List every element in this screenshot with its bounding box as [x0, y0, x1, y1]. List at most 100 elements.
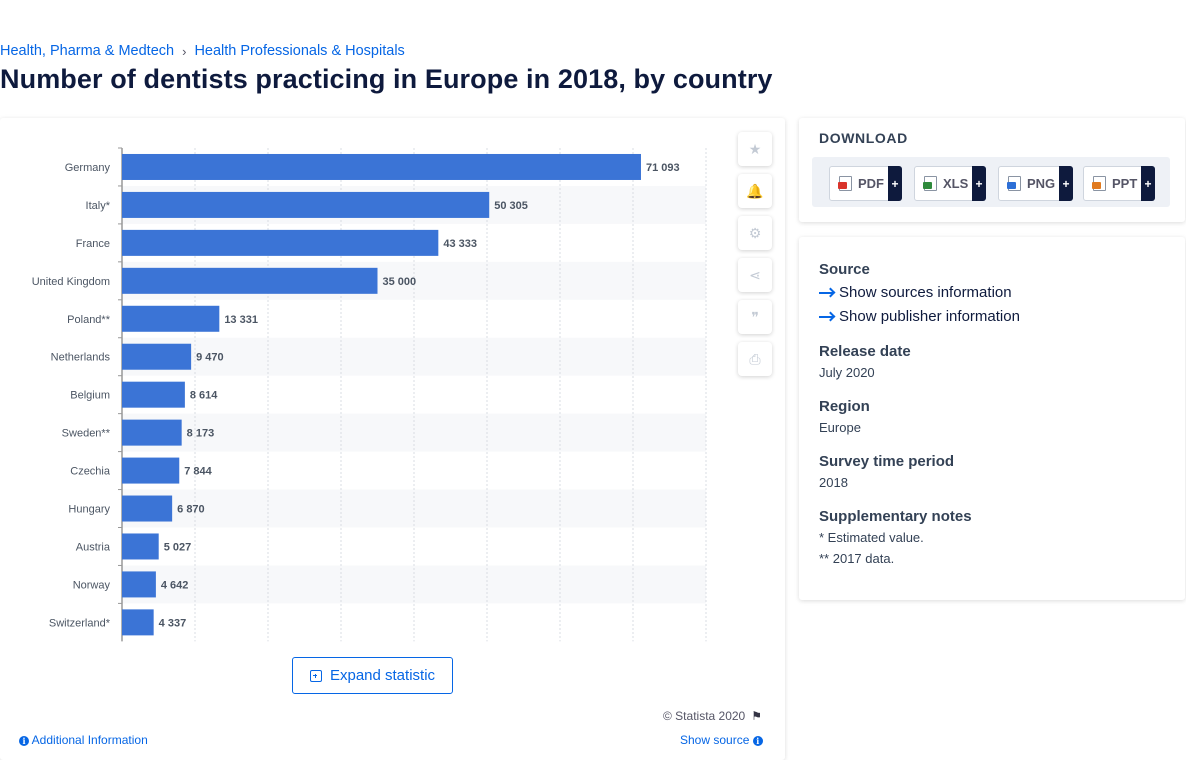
data-label: 7 844	[184, 466, 212, 478]
category-label: United Kingdom	[32, 276, 110, 288]
info-icon: i	[19, 736, 29, 746]
breadcrumb-link-health-professionals[interactable]: Health Professionals & Hospitals	[194, 43, 405, 59]
xls-badge	[923, 182, 932, 189]
arrow-right-icon	[819, 291, 833, 294]
quote-icon: ❞	[751, 308, 759, 325]
arrow-right-icon	[819, 315, 833, 318]
download-xls-label: XLS	[943, 176, 969, 191]
expand-statistic-button[interactable]: Expand statistic	[292, 657, 453, 694]
notification-button[interactable]: 🔔	[738, 174, 772, 208]
download-xls-button[interactable]: XLS +	[914, 166, 986, 201]
release-date-value: July 2020	[819, 365, 875, 380]
data-label: 8 173	[187, 428, 215, 440]
data-label: 13 331	[224, 314, 258, 326]
bar	[122, 343, 192, 370]
category-label: Norway	[73, 579, 111, 591]
chart-card: Germany 71 093 Italy* 50 305 France 43 333 Uni…	[0, 118, 785, 760]
download-pdf-button[interactable]: PDF +	[829, 166, 902, 201]
download-pdf-plus[interactable]: +	[888, 166, 902, 201]
star-icon: ★	[748, 140, 762, 157]
release-date-heading: Release date	[819, 343, 911, 360]
ppt-file-icon	[1092, 176, 1106, 191]
show-source-label: Show source	[680, 733, 750, 747]
copyright: © Statista 2020 ⚑	[663, 709, 762, 723]
category-label: Czechia	[70, 466, 111, 478]
download-title: DOWNLOAD	[819, 130, 908, 146]
bar	[122, 191, 490, 218]
xls-file-icon	[923, 176, 937, 191]
show-publisher-label: Show publisher information	[839, 308, 1020, 325]
bar	[122, 381, 185, 408]
bar	[122, 153, 641, 180]
category-label: Sweden**	[62, 428, 111, 440]
show-sources-link[interactable]: Show sources information	[819, 284, 1012, 301]
share-icon: ⋖	[749, 266, 761, 283]
region-heading: Region	[819, 398, 870, 415]
download-button-row: PDF + XLS + PNG + PPT +	[812, 157, 1170, 207]
category-label: Germany	[65, 162, 111, 174]
breadcrumb: Health, Pharma & Medtech › Health Profes…	[0, 43, 405, 59]
download-ppt-label: PPT	[1112, 176, 1138, 191]
share-button[interactable]: ⋖	[738, 258, 772, 292]
category-label: Austria	[76, 541, 111, 553]
bar	[122, 305, 220, 332]
gear-icon: ⚙	[748, 224, 762, 241]
data-label: 71 093	[646, 162, 680, 174]
additional-information-link[interactable]: i Additional Information	[19, 733, 148, 747]
info-icon: i	[752, 736, 763, 746]
supplementary-note: ** 2017 data.	[819, 551, 895, 566]
bar	[122, 571, 156, 598]
data-label: 4 337	[159, 617, 187, 629]
show-sources-label: Show sources information	[839, 284, 1012, 301]
ppt-badge	[1092, 182, 1101, 189]
png-badge	[1007, 182, 1016, 189]
data-label: 9 470	[196, 352, 224, 364]
show-source-link[interactable]: Show source i	[680, 733, 763, 747]
data-label: 4 642	[161, 579, 189, 591]
category-label: France	[76, 238, 110, 250]
bar	[122, 457, 180, 484]
category-label: Netherlands	[51, 352, 111, 364]
png-file-icon	[1007, 176, 1021, 191]
print-icon: ⎙	[749, 350, 761, 367]
data-label: 5 027	[164, 541, 192, 553]
statistic-info-panel: Source Show sources information Show pub…	[799, 237, 1185, 600]
download-ppt-plus[interactable]: +	[1141, 166, 1155, 201]
cite-button[interactable]: ❞	[738, 300, 772, 334]
download-png-button[interactable]: PNG +	[998, 166, 1073, 201]
survey-period-heading: Survey time period	[819, 453, 955, 470]
download-xls-plus[interactable]: +	[972, 166, 986, 201]
download-panel: DOWNLOAD PDF + XLS + PNG + PPT +	[799, 118, 1185, 222]
settings-button[interactable]: ⚙	[738, 216, 772, 250]
breadcrumb-link-health-pharma[interactable]: Health, Pharma & Medtech	[0, 43, 175, 59]
bell-icon: 🔔	[746, 182, 764, 199]
flag-icon[interactable]: ⚑	[751, 709, 762, 723]
expand-icon	[309, 669, 322, 682]
expand-statistic-label: Expand statistic	[329, 667, 436, 684]
category-label: Poland**	[67, 314, 111, 326]
supplementary-note: * Estimated value.	[819, 530, 924, 545]
download-ppt-button[interactable]: PPT +	[1083, 166, 1155, 201]
bar	[122, 229, 439, 256]
bar-chart: Germany 71 093 Italy* 50 305 France 43 333 Uni…	[32, 147, 707, 642]
region-value: Europe	[819, 420, 861, 435]
data-label: 8 614	[190, 390, 218, 402]
additional-information-label: Additional Information	[31, 733, 148, 747]
bar	[122, 419, 182, 446]
source-heading: Source	[819, 261, 870, 278]
supplementary-notes-heading: Supplementary notes	[819, 508, 972, 525]
category-label: Hungary	[68, 504, 110, 516]
favorite-button[interactable]: ★	[738, 132, 772, 166]
page-title: Number of dentists practicing in Europe …	[0, 64, 773, 94]
copyright-text: © Statista 2020	[663, 709, 746, 723]
data-label: 50 305	[494, 200, 528, 212]
print-button[interactable]: ⎙	[738, 342, 772, 376]
download-pdf-label: PDF	[858, 176, 884, 191]
show-publisher-link[interactable]: Show publisher information	[819, 308, 1020, 325]
data-label: 6 870	[177, 504, 205, 516]
bar	[122, 267, 378, 294]
download-png-label: PNG	[1027, 176, 1056, 191]
category-label: Italy*	[86, 200, 111, 212]
download-png-plus[interactable]: +	[1059, 166, 1073, 201]
category-label: Switzerland*	[49, 617, 111, 629]
